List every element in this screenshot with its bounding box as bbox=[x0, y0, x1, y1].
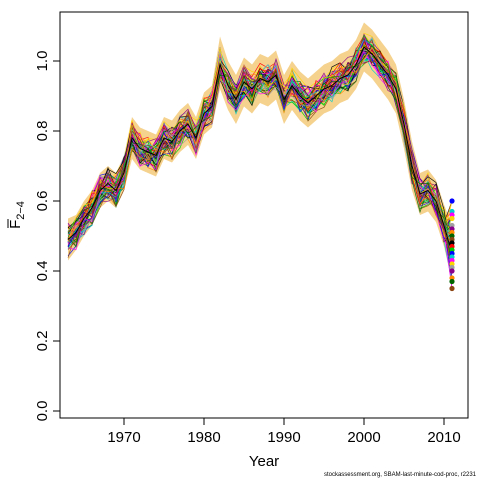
credit-text: stockassessment.org, SBAM-last-minute-co… bbox=[324, 472, 477, 478]
replicate-line bbox=[67, 47, 453, 265]
x-tick-label: 2010 bbox=[427, 429, 460, 446]
x-tick-label: 1970 bbox=[107, 429, 140, 446]
endpoint-points bbox=[449, 198, 455, 292]
x-axis: 1970 1980 1990 2000 2010 bbox=[107, 417, 461, 446]
band-area bbox=[68, 22, 452, 282]
x-tick-label: 1980 bbox=[187, 429, 220, 446]
y-axis-title-sub: 2−4 bbox=[15, 201, 27, 220]
y-tick-label: 0.6 bbox=[34, 191, 51, 212]
y-tick-label: 0.4 bbox=[34, 261, 51, 282]
y-tick-label: 0.0 bbox=[34, 401, 51, 422]
x-tick-label: 1990 bbox=[267, 429, 300, 446]
svg-text:F2−4: F2−4 bbox=[7, 201, 27, 229]
endpoint-point bbox=[449, 285, 455, 292]
endpoint-point bbox=[449, 268, 455, 274]
y-tick-label: 0.2 bbox=[34, 331, 51, 352]
endpoint-point bbox=[449, 198, 455, 204]
y-axis: 0.0 0.2 0.4 0.6 0.8 1.0 bbox=[34, 51, 60, 422]
confidence-band bbox=[68, 22, 452, 282]
y-tick-label: 0.8 bbox=[34, 121, 51, 142]
endpoint-point bbox=[449, 215, 455, 222]
endpoint-point bbox=[449, 278, 455, 285]
x-axis-title: Year bbox=[249, 453, 279, 470]
y-tick-label: 1.0 bbox=[34, 51, 51, 72]
replicate-lines bbox=[67, 32, 453, 289]
y-axis-title-main: F bbox=[7, 220, 24, 229]
central-line bbox=[67, 46, 453, 254]
x-tick-label: 2000 bbox=[347, 429, 380, 446]
y-axis-title: F2−4 bbox=[7, 201, 27, 229]
